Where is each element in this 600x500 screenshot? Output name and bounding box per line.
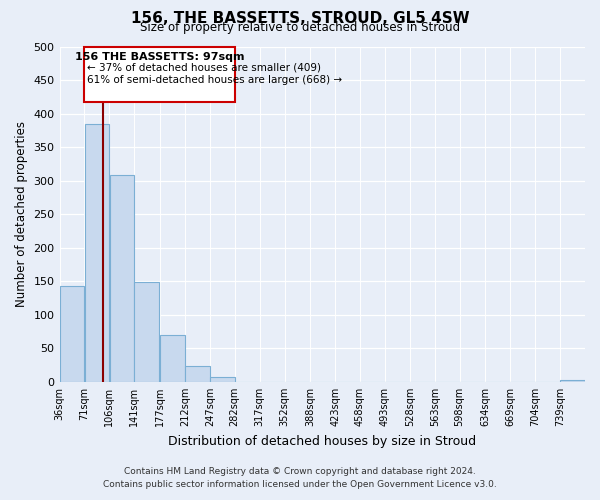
Y-axis label: Number of detached properties: Number of detached properties (15, 121, 28, 307)
Bar (134, 282, 159, 382)
Bar (60, 286, 84, 382)
Text: 61% of semi-detached houses are larger (668) →: 61% of semi-detached houses are larger (… (88, 74, 343, 85)
Text: ← 37% of detached houses are smaller (409): ← 37% of detached houses are smaller (40… (88, 62, 322, 72)
Bar (160, 335, 185, 382)
Bar (210, 376, 235, 382)
Bar (110, 174, 134, 382)
FancyBboxPatch shape (85, 46, 235, 102)
Bar (85, 124, 109, 382)
Bar (185, 366, 209, 382)
Bar (560, 380, 585, 382)
Text: Size of property relative to detached houses in Stroud: Size of property relative to detached ho… (140, 22, 460, 35)
Text: 156 THE BASSETTS: 97sqm: 156 THE BASSETTS: 97sqm (75, 52, 244, 62)
X-axis label: Distribution of detached houses by size in Stroud: Distribution of detached houses by size … (168, 434, 476, 448)
Text: Contains HM Land Registry data © Crown copyright and database right 2024.
Contai: Contains HM Land Registry data © Crown c… (103, 468, 497, 489)
Text: 156, THE BASSETTS, STROUD, GL5 4SW: 156, THE BASSETTS, STROUD, GL5 4SW (131, 11, 469, 26)
